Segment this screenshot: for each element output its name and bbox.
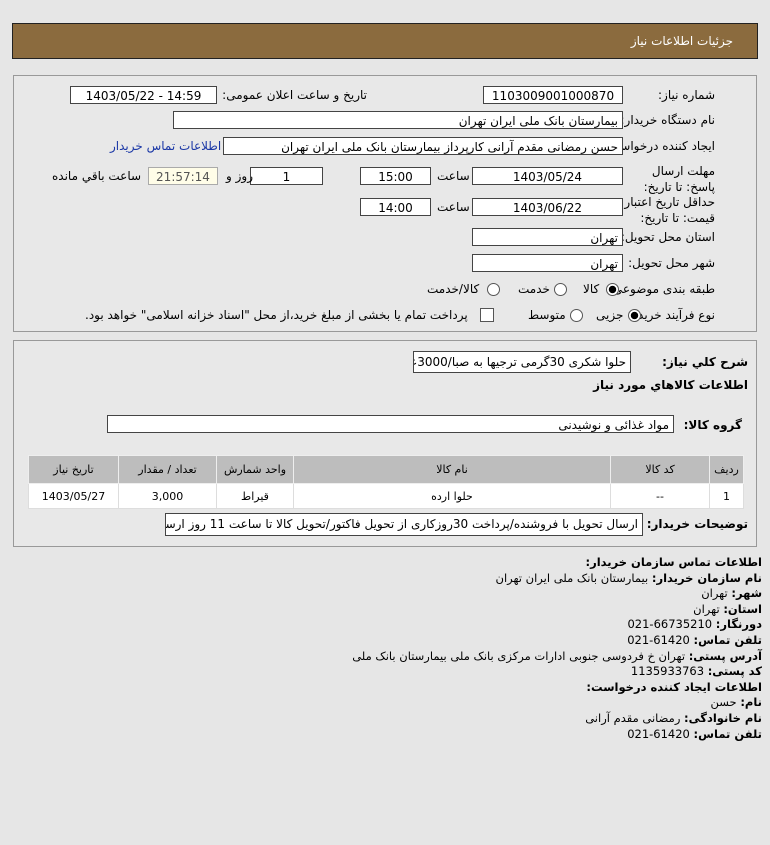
category-radio-goods[interactable] <box>606 283 619 296</box>
creator-line: تلفن تماس: 021-61420 <box>352 727 762 743</box>
category-radio-both[interactable] <box>487 283 500 296</box>
contact-line: آدرس پستی: تهران خ فردوسی جنوبی ادارات م… <box>352 649 762 665</box>
contact-key: تلفن تماس: <box>693 632 762 647</box>
creator-key: تلفن تماس: <box>693 726 762 741</box>
table-header-row: ردیف کد کالا نام کالا واحد شمارش تعداد /… <box>28 455 744 484</box>
col-code: کد کالا <box>610 455 710 484</box>
process-radio-minor[interactable] <box>628 309 641 322</box>
contact-key: شهر: <box>731 586 762 601</box>
deadline-label: مهلت ارسال پاسخ: تا تاریخ: <box>643 164 715 194</box>
need-number-label: شماره نیاز: <box>658 88 715 102</box>
process-radio-medium[interactable] <box>570 309 583 322</box>
deadline-date-field: 1403/05/24 <box>472 167 623 185</box>
creator-value: رمضانی مقدم آرانی <box>585 710 681 725</box>
announce-field: 1403/05/22 - 14:59 <box>70 86 217 104</box>
remaining-time-field: 21:57:14 <box>148 167 218 185</box>
contact-title: اطلاعات تماس سازمان خریدار: <box>585 555 762 569</box>
contact-line: استان: تهران <box>352 602 762 618</box>
cell-row: 1 <box>709 483 744 509</box>
group-label: گروه کالا: <box>683 418 742 432</box>
goods-title: اطلاعات كالاهاي مورد نياز <box>593 378 748 392</box>
contact-key: استان: <box>723 601 762 616</box>
col-date: تاریخ نیاز <box>28 455 119 484</box>
group-field: مواد غذائی و نوشیدنی <box>107 415 674 433</box>
table-row: 1 -- حلوا ارده قیراط 3,000 1403/05/27 <box>28 483 744 509</box>
process-option-medium-label: متوسط <box>528 308 566 322</box>
col-name: نام کالا <box>293 455 611 484</box>
requester-field: حسن رمضانی مقدم آرانی کارپرداز بیمارستان… <box>223 137 623 155</box>
need-number-field: 1103009001000870 <box>483 86 623 104</box>
deadline-time-field: 15:00 <box>360 167 431 185</box>
creator-value: حسن <box>710 695 737 710</box>
category-radio-service[interactable] <box>554 283 567 296</box>
creator-key: نام: <box>740 695 762 710</box>
contact-line: تلفن تماس: 021-61420 <box>352 633 762 649</box>
contact-value: تهران <box>701 586 728 601</box>
creator-value: 021-61420 <box>627 726 690 741</box>
category-label: طبقه بندی موضوعی: <box>608 282 715 296</box>
page-header: جزئیات اطلاعات نیاز <box>12 23 758 59</box>
validity-date-field: 1403/06/22 <box>472 198 623 216</box>
province-field: تهران <box>472 228 623 246</box>
validity-time-field: 14:00 <box>360 198 431 216</box>
contact-line: شهر: تهران <box>352 586 762 602</box>
contact-value: تهران خ فردوسی جنوبی ادارات مرکزی بانک م… <box>352 648 686 663</box>
page-title: جزئیات اطلاعات نیاز <box>630 34 733 48</box>
contact-value: تهران <box>693 601 720 616</box>
validity-time-label: ساعت <box>437 200 470 214</box>
cell-name: حلوا ارده <box>293 483 611 509</box>
contact-key: آدرس پستی: <box>688 648 762 663</box>
contact-line: نام سازمان خریدار: بیمارستان بانک ملی ای… <box>352 571 762 587</box>
category-option-service-label: خدمت <box>518 282 550 296</box>
contact-info: اطلاعات تماس سازمان خریدار: نام سازمان خ… <box>352 555 762 742</box>
contact-line: دورنگار: 021-66735210 <box>352 617 762 633</box>
process-label: نوع فرآیند خرید : <box>630 308 715 322</box>
creator-line: نام خانوادگی: رمضانی مقدم آرانی <box>352 711 762 727</box>
need-details-panel <box>13 340 757 547</box>
contact-key: کد پستی: <box>707 664 762 679</box>
goods-table: ردیف کد کالا نام کالا واحد شمارش تعداد /… <box>28 455 744 509</box>
col-qty: تعداد / مقدار <box>118 455 217 484</box>
days-label: روز و <box>226 169 253 183</box>
summary-label: شرح كلي نياز: <box>662 355 748 369</box>
col-unit: واحد شمارش <box>216 455 294 484</box>
cell-qty: 3,000 <box>118 483 217 509</box>
cell-unit: قیراط <box>216 483 294 509</box>
contact-value: 1135933763 <box>630 664 705 679</box>
process-option-minor-label: جزیی <box>596 308 624 322</box>
contact-value: بیمارستان بانک ملی ایران تهران <box>495 570 649 585</box>
category-option-goods-label: کالا <box>583 282 600 296</box>
validity-label: حداقل تاریخ اعتبار قیمت: تا تاریخ: <box>624 195 715 225</box>
city-label: شهر محل تحویل: <box>628 256 715 270</box>
buyer-contact-link[interactable]: اطلاعات تماس خریدار <box>110 139 222 153</box>
contact-value: 021-66735210 <box>627 617 713 632</box>
province-label: استان محل تحویل: <box>620 230 715 244</box>
category-option-both-label: کالا/خدمت <box>427 282 480 296</box>
contact-key: نام سازمان خریدار: <box>651 570 762 585</box>
cell-code: -- <box>610 483 710 509</box>
creator-title: اطلاعات ایجاد کننده درخواست: <box>586 679 762 694</box>
col-row: ردیف <box>709 455 744 484</box>
city-field: تهران <box>472 254 623 272</box>
creator-key: نام خانوادگی: <box>684 710 762 725</box>
notes-field: ارسال تحویل با فروشنده/پرداخت 30روزکاری … <box>165 513 643 536</box>
deadline-time-label: ساعت <box>437 169 470 183</box>
buyer-label: نام دستگاه خریدار: <box>620 113 716 127</box>
payment-note: پرداخت تمام یا بخشی از مبلغ خرید،از محل … <box>85 308 468 322</box>
remaining-label: ساعت باقي مانده <box>52 169 142 183</box>
creator-line: نام: حسن <box>352 695 762 711</box>
contact-line: کد پستی: 1135933763 <box>352 664 762 680</box>
announce-label: تاریخ و ساعت اعلان عمومی: <box>222 88 367 102</box>
summary-field: حلوا شکری 30گرمی ترجیها به صبا/3000عدد <box>413 351 631 373</box>
days-field: 1 <box>250 167 323 185</box>
notes-label: توضیحات خریدار: <box>646 517 748 531</box>
cell-date: 1403/05/27 <box>28 483 119 509</box>
treasury-payment-checkbox[interactable] <box>480 308 494 322</box>
requester-label: ایجاد کننده درخواست: <box>604 139 715 153</box>
buyer-field: بیمارستان بانک ملی ایران تهران <box>173 111 623 129</box>
contact-key: دورنگار: <box>715 617 762 632</box>
contact-value: 021-61420 <box>627 632 690 647</box>
